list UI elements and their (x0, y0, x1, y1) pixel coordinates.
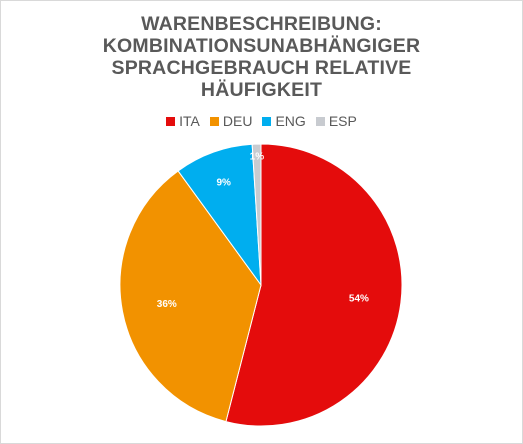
data-label-ita: 54% (349, 293, 369, 304)
legend-label-deu: DEU (222, 113, 253, 129)
pie-slice-eng (177, 143, 262, 287)
legend-item-deu: DEU (209, 113, 253, 129)
legend-swatch-deu (209, 116, 219, 126)
legend-item-ita: ITA (166, 113, 200, 129)
chart-title-line-4: HÄUFIGKEIT (200, 79, 323, 101)
pie-slice-ita (225, 143, 403, 427)
legend-swatch-esp (315, 116, 325, 126)
pie-slice-esp (251, 143, 262, 286)
legend-swatch-eng (262, 116, 272, 126)
chart-title: WARENBESCHREIBUNG: KOMBINATIONSUNABHÄNGI… (1, 13, 522, 101)
chart-legend: ITA DEU ENG ESP (1, 113, 522, 129)
legend-swatch-ita (166, 116, 176, 126)
legend-item-eng: ENG (262, 113, 306, 129)
pie-slices (119, 143, 403, 427)
chart-title-line-2: KOMBINATIONSUNABHÄNGIGER (102, 35, 421, 57)
data-label-eng: 9% (216, 178, 231, 189)
legend-label-esp: ESP (328, 113, 357, 129)
data-label-esp: 1% (250, 151, 265, 162)
chart-title-line-1: WARENBESCHREIBUNG: (141, 13, 382, 35)
pie-slice-deu (119, 170, 262, 423)
chart-title-line-3: SPRACHGEBRAUCH RELATIVE (111, 57, 412, 79)
pie-data-labels: 54% 36% 9% 1% (157, 151, 369, 310)
data-label-deu: 36% (157, 299, 177, 310)
legend-item-esp: ESP (315, 113, 357, 129)
legend-label-ita: ITA (179, 113, 200, 129)
legend-label-eng: ENG (275, 113, 306, 129)
